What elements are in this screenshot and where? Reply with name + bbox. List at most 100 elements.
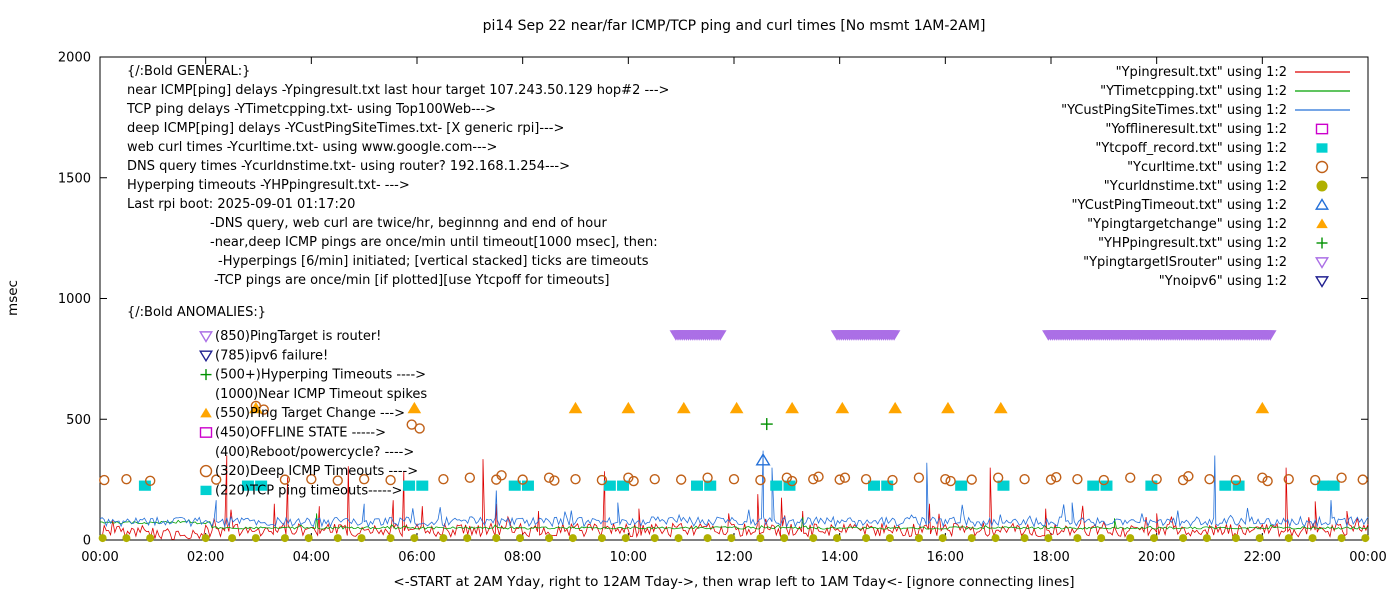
- legend-label: "Ycurltime.txt" using 1:2: [1127, 160, 1287, 175]
- marker: [464, 472, 476, 483]
- legend-label: "Ytcpoff_record.txt" using 1:2: [1095, 141, 1287, 156]
- marker: [332, 475, 343, 486]
- general-annotations: {/:Bold GENERAL:} near ICMP[ping] delays …: [126, 64, 669, 288]
- marker: [1150, 534, 1159, 543]
- line-YCustPingSiteTimes.txt: [99, 450, 1369, 528]
- anomaly-annotations: {/:Bold ANOMALIES:} (850)PingTarget is ro…: [127, 305, 427, 498]
- marker: [1098, 474, 1110, 486]
- general-line: Hyperping timeouts -YHPpingresult.txt- -…: [127, 178, 410, 193]
- x-tick-label: 18:00: [1032, 550, 1069, 565]
- marker: [1255, 401, 1270, 414]
- series-Ypingtargetchange: [249, 401, 1270, 414]
- marker: [1284, 534, 1293, 543]
- marker: [703, 534, 712, 543]
- marker: [1202, 534, 1211, 543]
- marker: [98, 534, 107, 543]
- series-YHPpingresult.txt: [760, 418, 773, 431]
- marker: [621, 534, 630, 543]
- marker: [1263, 330, 1277, 341]
- legend-label: "Ycurldnstime.txt" using 1:2: [1104, 179, 1287, 194]
- marker: [249, 401, 263, 414]
- marker: [358, 473, 370, 485]
- series-Ycurltime.txt: [99, 400, 1368, 487]
- marker: [122, 534, 131, 543]
- x-tick-label: 14:00: [821, 550, 858, 565]
- x-tick-label: 12:00: [715, 550, 752, 565]
- legend: "Ypingresult.txt" using 1:2 "YTimetcpping…: [1061, 65, 1350, 289]
- marker: [438, 473, 449, 485]
- anomaly-line: (500+)Hyperping Timeouts ---->: [215, 368, 426, 383]
- marker: [1316, 180, 1328, 192]
- marker: [786, 475, 798, 487]
- marker: [200, 485, 212, 496]
- anomaly-line: (850)PingTarget is router!: [215, 329, 381, 344]
- marker: [1019, 473, 1030, 485]
- marker: [887, 330, 901, 341]
- marker: [1087, 480, 1100, 491]
- marker: [304, 534, 313, 543]
- marker: [280, 534, 289, 543]
- marker: [755, 452, 771, 466]
- marker: [1100, 480, 1113, 491]
- marker: [306, 473, 317, 485]
- marker: [1045, 474, 1057, 485]
- marker: [386, 534, 395, 543]
- marker: [403, 480, 416, 491]
- marker: [1219, 480, 1232, 491]
- anomaly-line: (785)ipv6 failure!: [215, 348, 328, 363]
- marker: [1151, 473, 1162, 485]
- x-axis-label: <-START at 2AM Yday, right to 12AM Tday-…: [393, 574, 1074, 590]
- marker: [992, 472, 1004, 483]
- marker: [255, 480, 268, 491]
- marker: [1183, 471, 1194, 482]
- marker: [1072, 473, 1083, 485]
- x-tick-label: 02:00: [187, 550, 224, 565]
- marker: [833, 534, 842, 543]
- marker: [1097, 534, 1106, 543]
- x-tick-label: 10:00: [610, 550, 647, 565]
- marker: [1257, 472, 1268, 483]
- marker: [650, 534, 659, 543]
- marker: [862, 534, 871, 543]
- marker: [99, 474, 110, 486]
- x-tick-label: 16:00: [927, 550, 964, 565]
- legend-label: "YHPpingresult.txt" using 1:2: [1098, 236, 1287, 251]
- marker: [809, 534, 818, 543]
- marker: [887, 474, 898, 486]
- legend-label: "YCustPingTimeout.txt" using 1:2: [1072, 198, 1287, 213]
- marker: [543, 472, 555, 483]
- marker: [357, 534, 366, 543]
- marker: [785, 401, 799, 414]
- marker: [597, 534, 606, 543]
- marker: [623, 472, 634, 483]
- marker: [144, 475, 156, 487]
- marker: [333, 534, 342, 543]
- marker: [868, 480, 881, 491]
- marker: [228, 534, 237, 543]
- marker: [1315, 160, 1329, 174]
- marker: [1044, 534, 1053, 543]
- marker: [1051, 472, 1062, 483]
- marker: [570, 473, 581, 485]
- y-tick-label: 1000: [58, 292, 91, 307]
- general-line: Last rpi boot: 2025-09-01 01:17:20: [127, 197, 355, 212]
- general-line: TCP ping delays -YTimetcpping.txt- using…: [126, 102, 496, 117]
- series-YCustPingSiteTimes.txt: [99, 450, 1369, 528]
- marker: [1315, 123, 1329, 135]
- marker: [1357, 474, 1368, 485]
- marker: [492, 534, 501, 543]
- marker: [199, 464, 213, 478]
- marker: [1316, 143, 1328, 153]
- y-tick-label: 2000: [58, 51, 91, 66]
- series-Ypingresult.txt: [99, 455, 1369, 540]
- general-line: -TCP pings are once/min [if plotted][use…: [214, 273, 609, 288]
- legend-label: "Yofflineresult.txt" using 1:2: [1105, 122, 1287, 137]
- marker: [1308, 534, 1317, 543]
- marker: [913, 472, 925, 483]
- marker: [521, 480, 534, 491]
- general-line: near ICMP[ping] delays -Ypingresult.txt …: [127, 83, 669, 98]
- marker: [121, 473, 132, 485]
- marker: [702, 472, 713, 483]
- marker: [628, 475, 639, 487]
- marker: [545, 534, 554, 543]
